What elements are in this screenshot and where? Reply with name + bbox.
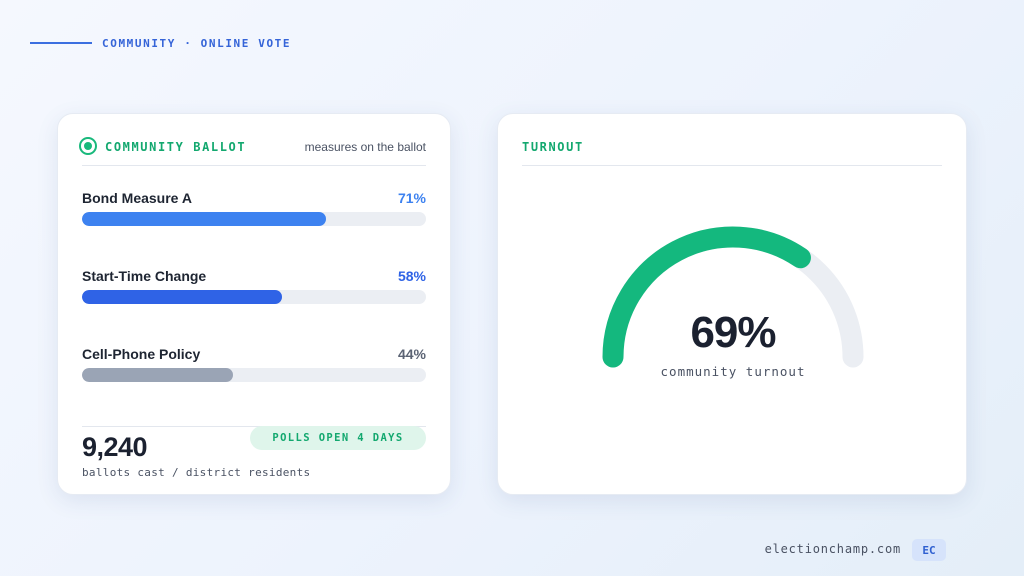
measure-bond-a: Bond Measure A 71% [82,190,426,234]
measure-percent: 71% [397,190,426,206]
ballots-cast-caption: ballots cast / district residents [82,466,311,479]
turnout-card-header: TURNOUT [522,138,942,166]
measure-cell-phone-policy: Cell-Phone Policy 44% [82,346,426,390]
status-dot-icon [79,137,97,155]
measure-label: Cell-Phone Policy [82,346,201,362]
turnout-gauge [602,226,864,368]
ballot-card: COMMUNITY BALLOT measures on the ballot … [57,113,451,495]
ballot-card-title: COMMUNITY BALLOT [105,140,247,154]
turnout-value: 69% [690,308,776,357]
measure-label: Bond Measure A [82,190,192,206]
measure-percent: 44% [397,346,426,362]
ballot-card-meta: measures on the ballot [304,140,426,154]
turnout-card-title: TURNOUT [522,140,584,154]
gauge-fill [602,226,811,368]
measure-label: Start-Time Change [82,268,207,284]
turnout-caption: community turnout [660,364,806,379]
measure-progress-track [82,368,426,382]
turnout-card: TURNOUT 69% community turnout [497,113,967,495]
ballots-cast-count: 9,240 [82,432,148,462]
footer-domain: electionchamp.com [764,542,901,556]
footer-logo-badge: EC [912,539,946,561]
page-eyebrow: COMMUNITY · ONLINE VOTE [102,37,292,50]
measure-progress-track [82,212,426,226]
ballot-card-divider [82,426,426,427]
measure-progress-fill [82,290,282,304]
measure-percent: 58% [397,268,426,284]
polls-status-badge: POLLS OPEN 4 DAYS [250,426,426,450]
measure-progress-fill [82,368,234,382]
measure-progress-track [82,290,426,304]
ballot-card-header: COMMUNITY BALLOT measures on the ballot [79,137,426,166]
header-rule [30,42,92,44]
measure-start-time-change: Start-Time Change 58% [82,268,426,312]
measure-progress-fill [82,212,327,226]
